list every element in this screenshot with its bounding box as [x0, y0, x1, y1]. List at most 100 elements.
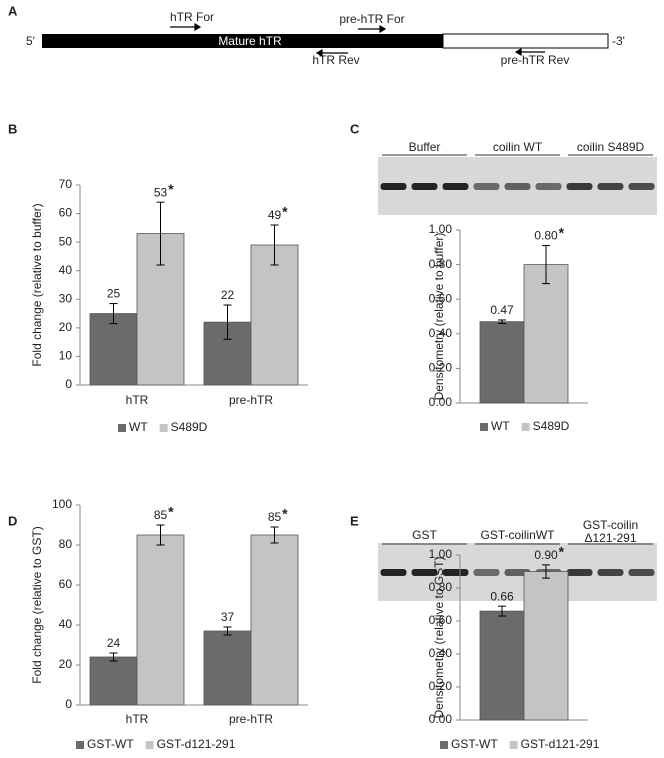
- error-bar: [498, 319, 506, 324]
- panel-letter: C: [350, 121, 360, 136]
- gel-band: [628, 183, 655, 190]
- y-tick-label: 70: [59, 177, 73, 191]
- x-tick-label: pre-hTR: [229, 712, 273, 726]
- x-tick-label: pre-hTR: [229, 393, 273, 407]
- bar: [136, 534, 185, 706]
- panel-letter: B: [8, 121, 17, 136]
- significance-mark: *: [168, 181, 174, 197]
- bar: [479, 610, 525, 721]
- significance-mark: *: [168, 504, 174, 520]
- gel-band: [597, 569, 624, 576]
- gel-band: [597, 183, 624, 190]
- legend-swatch: [118, 424, 126, 432]
- y-tick-label: 0.00: [429, 712, 453, 726]
- panel-letter: E: [350, 513, 359, 528]
- y-tick-label: 1.00: [429, 547, 453, 561]
- x-tick-label: hTR: [126, 712, 149, 726]
- lane-label: GST-coilin: [583, 518, 638, 532]
- gel-band: [380, 183, 407, 190]
- bar: [250, 534, 299, 706]
- error-bar: [223, 304, 232, 340]
- legend-swatch: [521, 423, 530, 431]
- y-tick-label: 0.40: [429, 326, 453, 340]
- y-tick-label: 0.20: [429, 361, 453, 375]
- gel-band: [442, 183, 469, 190]
- three-prime: -3': [612, 34, 625, 48]
- gel-band: [411, 569, 438, 576]
- value-label: 22: [221, 288, 235, 302]
- value-label: 25: [107, 287, 121, 301]
- error-bar: [542, 245, 550, 285]
- error-bar: [156, 524, 165, 546]
- legend-swatch: [480, 423, 488, 431]
- mature-label: Mature hTR: [218, 34, 282, 48]
- y-tick-label: 0.20: [429, 679, 453, 693]
- error-bar: [156, 201, 165, 266]
- primer-label: hTR For: [170, 10, 214, 24]
- gel-band: [380, 569, 407, 576]
- y-tick-label: 0.80: [429, 257, 453, 271]
- legend-swatch: [440, 741, 448, 749]
- lane-label: coilin WT: [493, 140, 543, 154]
- y-tick-label: 20: [59, 657, 73, 671]
- legend-swatch: [76, 741, 84, 749]
- y-tick-label: 1.00: [429, 222, 453, 236]
- y-tick-label: 40: [59, 617, 73, 631]
- gel-band: [535, 183, 562, 190]
- value-label: 0.80: [534, 229, 558, 243]
- lane-label: GST: [412, 528, 437, 542]
- gel-band: [442, 569, 469, 576]
- legend-label: GST-d121-291: [157, 737, 236, 751]
- legend-label: WT: [491, 419, 510, 433]
- error-bar: [270, 224, 279, 266]
- value-label: 85: [154, 508, 168, 522]
- y-tick-label: 10: [59, 349, 73, 363]
- y-tick-label: 20: [59, 320, 73, 334]
- y-tick-label: 60: [59, 577, 73, 591]
- gel-band: [473, 569, 500, 576]
- legend-label: GST-d121-291: [521, 737, 600, 751]
- y-tick-label: 40: [59, 263, 73, 277]
- error-bar: [109, 303, 118, 325]
- panel-letter: A: [8, 3, 18, 18]
- x-tick-label: hTR: [126, 393, 149, 407]
- y-tick-label: 0.00: [429, 395, 453, 409]
- gel-band: [411, 183, 438, 190]
- gel-band: [566, 183, 593, 190]
- value-label: 24: [107, 636, 121, 650]
- bar: [523, 264, 569, 404]
- legend-label: GST-WT: [87, 737, 134, 751]
- error-bar: [223, 626, 232, 636]
- primer-label: pre-hTR Rev: [501, 53, 570, 67]
- y-tick-label: 60: [59, 206, 73, 220]
- error-bar: [542, 564, 550, 579]
- y-axis-label: Fold change (relative to GST): [30, 526, 44, 683]
- y-tick-label: 30: [59, 291, 73, 305]
- primer-label: pre-hTR For: [339, 12, 404, 26]
- panel-letter: D: [8, 513, 17, 528]
- value-label: 49: [268, 208, 282, 222]
- gel-band: [566, 569, 593, 576]
- y-tick-label: 80: [59, 537, 73, 551]
- error-bar: [498, 605, 506, 617]
- y-axis-label: Densitometry (relative to buffer): [432, 233, 446, 401]
- bar: [89, 313, 138, 386]
- value-label: 53: [154, 185, 168, 199]
- lane-label: GST-coilinWT: [480, 528, 555, 542]
- legend-swatch: [145, 741, 154, 749]
- significance-mark: *: [282, 204, 288, 220]
- lane-label: coilin S489D: [577, 140, 645, 154]
- y-tick-label: 100: [52, 497, 72, 511]
- error-bar: [109, 652, 118, 662]
- mature-region: [42, 34, 443, 48]
- legend-swatch: [159, 424, 168, 432]
- hTR-diagram: 5' -3' Mature hTR hTR For pre-hTR For hT…: [26, 10, 625, 67]
- value-label: 0.66: [490, 589, 514, 603]
- y-tick-label: 0.80: [429, 580, 453, 594]
- bar: [89, 656, 138, 706]
- bar: [203, 630, 252, 706]
- bar: [523, 571, 569, 721]
- gel-band: [504, 183, 531, 190]
- significance-mark: *: [559, 224, 565, 240]
